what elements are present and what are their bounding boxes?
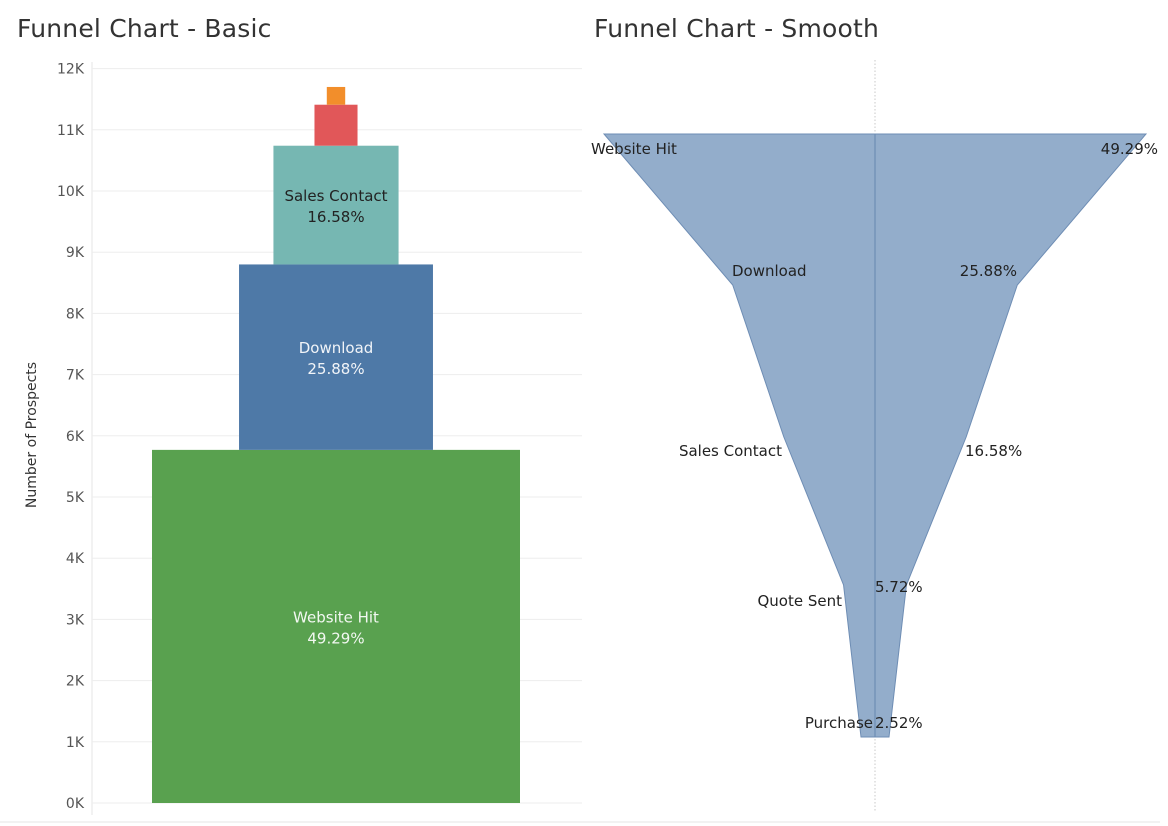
y-tick-label: 5K xyxy=(66,490,85,506)
y-tick-label: 0K xyxy=(66,796,85,812)
y-tick-label: 4K xyxy=(66,551,85,567)
y-tick-label: 11K xyxy=(57,123,85,139)
smooth-label-sales-contact: Sales Contact xyxy=(679,442,782,460)
y-tick-label: 10K xyxy=(57,184,85,200)
y-tick-label: 6K xyxy=(66,429,85,445)
basic-funnel-chart: 0K 1K 2K 3K 4K 5K 6K 7K 8K 9K 10K 11K 12K Number of P… xyxy=(0,62,590,823)
funnel-bar-quote-sent xyxy=(314,104,358,146)
bar-label-download: Download xyxy=(299,339,374,357)
smooth-label-download: Download xyxy=(732,262,807,280)
smooth-label-website-hit: Website Hit xyxy=(591,140,677,158)
y-axis-title: Number of Prospects xyxy=(24,362,40,508)
bar-percent-website-hit: 49.29% xyxy=(307,629,364,647)
smooth-percent-website-hit: 49.29% xyxy=(1101,140,1158,158)
funnel-bar-sales-contact xyxy=(273,145,399,265)
y-tick-label: 1K xyxy=(66,735,85,751)
left-chart-title: Funnel Chart - Basic xyxy=(17,14,272,43)
bar-label-website-hit: Website Hit xyxy=(293,608,379,626)
y-tick-label: 9K xyxy=(66,245,85,261)
funnel-bar-website-hit xyxy=(152,449,520,803)
smooth-percent-download: 25.88% xyxy=(960,262,1017,280)
y-tick-label: 2K xyxy=(66,674,85,690)
bar-percent-sales-contact: 16.58% xyxy=(307,208,364,226)
y-tick-label: 8K xyxy=(66,306,85,322)
smooth-percent-purchase: 2.52% xyxy=(875,714,923,732)
y-tick-label: 3K xyxy=(66,612,85,628)
smooth-percent-quote-sent: 5.72% xyxy=(875,578,923,596)
bar-percent-download: 25.88% xyxy=(307,360,364,378)
right-chart-title: Funnel Chart - Smooth xyxy=(594,14,880,43)
y-tick-label: 7K xyxy=(66,368,85,384)
funnel-bar-purchase xyxy=(326,86,346,105)
smooth-percent-sales-contact: 16.58% xyxy=(965,442,1022,460)
funnel-bar-download xyxy=(239,264,433,450)
y-tick-label: 12K xyxy=(57,62,85,78)
smooth-label-quote-sent: Quote Sent xyxy=(757,592,842,610)
bar-label-sales-contact: Sales Contact xyxy=(284,187,387,205)
smooth-label-purchase: Purchase xyxy=(805,714,873,732)
